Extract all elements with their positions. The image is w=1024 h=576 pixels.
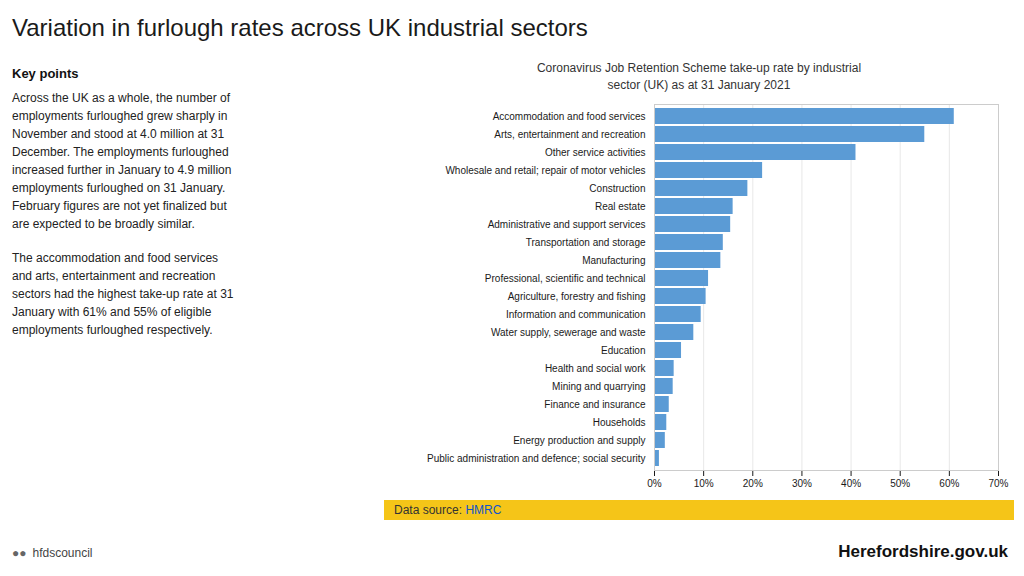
svg-text:Real estate: Real estate bbox=[595, 200, 646, 211]
svg-text:Health and social work: Health and social work bbox=[545, 362, 647, 373]
svg-text:Finance and insurance: Finance and insurance bbox=[544, 398, 646, 409]
svg-text:Mining and quarrying: Mining and quarrying bbox=[552, 380, 645, 391]
svg-text:Wholesale and retail; repair o: Wholesale and retail; repair of motor ve… bbox=[445, 164, 645, 175]
svg-text:30%: 30% bbox=[792, 477, 812, 488]
svg-text:Manufacturing: Manufacturing bbox=[582, 254, 645, 265]
html-text:Across the UK as a whole, the: Across the UK as a whole, the number of … bbox=[12, 91, 232, 231]
svg-text:Energy production and supply: Energy production and supply bbox=[513, 434, 645, 445]
html-text:The accommodation and food ser: The accommodation and food services and … bbox=[12, 251, 234, 337]
svg-text:20%: 20% bbox=[743, 477, 763, 488]
svg-text:Construction: Construction bbox=[589, 182, 645, 193]
svg-text:Accommodation and food service: Accommodation and food services bbox=[493, 110, 646, 121]
svg-text:Agriculture, forestry and fish: Agriculture, forestry and fishing bbox=[508, 290, 646, 301]
svg-text:50%: 50% bbox=[890, 477, 910, 488]
svg-text:Households: Households bbox=[593, 416, 646, 427]
html-text:Data source: HMRC: Data source: HMRC bbox=[394, 502, 502, 517]
svg-text:Other service activities: Other service activities bbox=[545, 146, 646, 157]
html-text:Variation in furlough rates ac: Variation in furlough rates across UK in… bbox=[12, 14, 588, 41]
svg-text:Administrative and support ser: Administrative and support services bbox=[488, 218, 646, 229]
svg-text:60%: 60% bbox=[939, 477, 959, 488]
html-text:hfdscouncil: hfdscouncil bbox=[32, 546, 93, 560]
svg-text:Transportation and storage: Transportation and storage bbox=[526, 236, 646, 247]
svg-text:Public administration and defe: Public administration and defence; socia… bbox=[427, 452, 645, 463]
svg-text:Water supply, sewerage and was: Water supply, sewerage and waste bbox=[491, 326, 646, 337]
svg-text:Information and communication: Information and communication bbox=[506, 308, 646, 319]
svg-text:0%: 0% bbox=[647, 477, 662, 488]
svg-text:Professional, scientific and t: Professional, scientific and technical bbox=[485, 272, 646, 283]
html-text:Key points: Key points bbox=[12, 66, 79, 81]
svg-text:40%: 40% bbox=[841, 477, 861, 488]
svg-text:70%: 70% bbox=[988, 477, 1008, 488]
svg-text:10%: 10% bbox=[694, 477, 714, 488]
svg-text:Arts, entertainment and recrea: Arts, entertainment and recreation bbox=[494, 128, 645, 139]
svg-text:Education: Education bbox=[601, 344, 645, 355]
html-text:Herefordshire.gov.uk: Herefordshire.gov.uk bbox=[838, 542, 1008, 561]
html-text:Coronavirus Job Retention Sche: Coronavirus Job Retention Scheme take-up… bbox=[536, 61, 862, 92]
